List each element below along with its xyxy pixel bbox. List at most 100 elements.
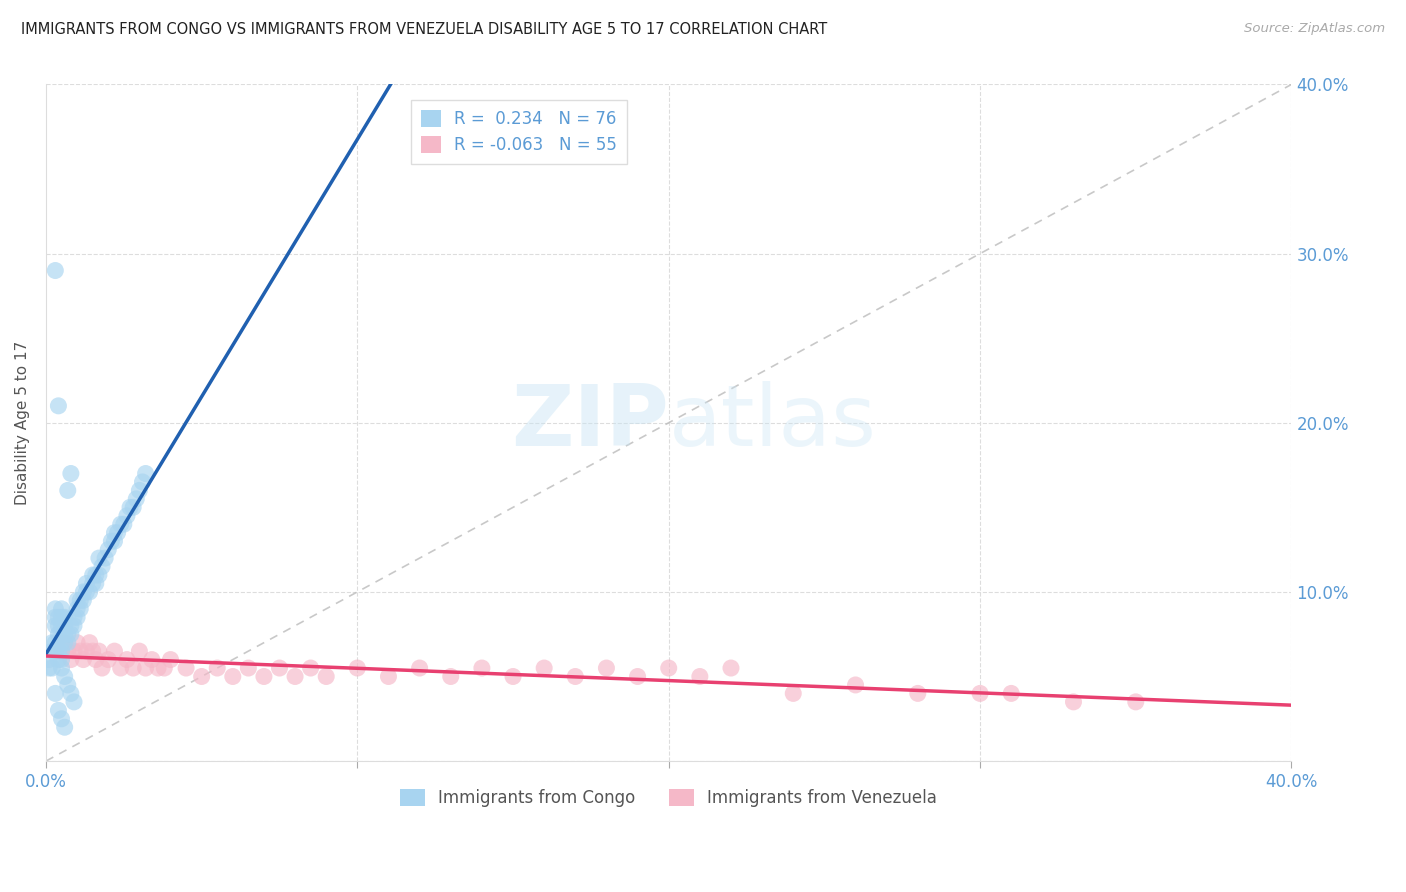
- Point: [1000, 686, 1022, 700]
- Text: ZIP: ZIP: [510, 381, 669, 464]
- Point: [1125, 695, 1147, 709]
- Text: IMMIGRANTS FROM CONGO VS IMMIGRANTS FROM VENEZUELA DISABILITY AGE 5 TO 17 CORREL: IMMIGRANTS FROM CONGO VS IMMIGRANTS FROM…: [21, 22, 827, 37]
- Point: [128, 483, 150, 498]
- Point: [44, 686, 66, 700]
- Point: [75, 644, 97, 658]
- Point: [658, 661, 681, 675]
- Point: [53, 610, 76, 624]
- Point: [59, 627, 82, 641]
- Point: [253, 669, 276, 683]
- Point: [48, 619, 70, 633]
- Point: [720, 661, 742, 675]
- Point: [59, 686, 82, 700]
- Point: [44, 619, 66, 633]
- Point: [122, 661, 145, 675]
- Point: [63, 695, 86, 709]
- Point: [91, 559, 114, 574]
- Point: [94, 551, 117, 566]
- Point: [408, 661, 430, 675]
- Point: [79, 635, 101, 649]
- Point: [66, 593, 89, 607]
- Point: [51, 635, 73, 649]
- Point: [41, 661, 63, 675]
- Point: [782, 686, 804, 700]
- Point: [82, 644, 104, 658]
- Text: Source: ZipAtlas.com: Source: ZipAtlas.com: [1244, 22, 1385, 36]
- Point: [103, 534, 125, 549]
- Point: [53, 635, 76, 649]
- Point: [87, 551, 110, 566]
- Point: [56, 644, 79, 658]
- Point: [299, 661, 322, 675]
- Point: [502, 669, 524, 683]
- Point: [51, 619, 73, 633]
- Point: [146, 661, 169, 675]
- Point: [118, 500, 141, 515]
- Point: [135, 661, 157, 675]
- Point: [222, 669, 245, 683]
- Point: [440, 669, 463, 683]
- Point: [75, 585, 97, 599]
- Point: [112, 517, 135, 532]
- Point: [564, 669, 586, 683]
- Point: [48, 652, 70, 666]
- Point: [122, 500, 145, 515]
- Point: [51, 602, 73, 616]
- Point: [87, 568, 110, 582]
- Point: [51, 644, 73, 658]
- Point: [1063, 695, 1085, 709]
- Point: [41, 635, 63, 649]
- Point: [51, 652, 73, 666]
- Point: [103, 525, 125, 540]
- Point: [377, 669, 399, 683]
- Point: [48, 627, 70, 641]
- Point: [174, 661, 197, 675]
- Point: [107, 525, 129, 540]
- Point: [595, 661, 617, 675]
- Point: [53, 619, 76, 633]
- Point: [626, 669, 648, 683]
- Point: [44, 635, 66, 649]
- Point: [79, 585, 101, 599]
- Point: [115, 508, 138, 523]
- Point: [238, 661, 260, 675]
- Point: [284, 669, 307, 683]
- Point: [110, 661, 132, 675]
- Point: [84, 568, 107, 582]
- Point: [63, 619, 86, 633]
- Point: [56, 483, 79, 498]
- Point: [75, 576, 97, 591]
- Point: [72, 593, 94, 607]
- Text: atlas: atlas: [669, 381, 877, 464]
- Point: [66, 602, 89, 616]
- Point: [141, 652, 163, 666]
- Point: [72, 652, 94, 666]
- Point: [97, 652, 120, 666]
- Point: [907, 686, 929, 700]
- Point: [471, 661, 494, 675]
- Point: [84, 576, 107, 591]
- Point: [51, 644, 73, 658]
- Point: [56, 635, 79, 649]
- Point: [53, 627, 76, 641]
- Point: [315, 669, 337, 683]
- Point: [103, 644, 125, 658]
- Point: [87, 644, 110, 658]
- Point: [59, 467, 82, 481]
- Point: [190, 669, 212, 683]
- Point: [159, 652, 181, 666]
- Point: [41, 644, 63, 658]
- Point: [346, 661, 368, 675]
- Point: [48, 610, 70, 624]
- Point: [53, 669, 76, 683]
- Point: [72, 585, 94, 599]
- Point: [969, 686, 991, 700]
- Point: [59, 652, 82, 666]
- Point: [84, 652, 107, 666]
- Point: [56, 627, 79, 641]
- Point: [38, 652, 60, 666]
- Point: [51, 610, 73, 624]
- Point: [82, 568, 104, 582]
- Point: [135, 467, 157, 481]
- Point: [48, 644, 70, 658]
